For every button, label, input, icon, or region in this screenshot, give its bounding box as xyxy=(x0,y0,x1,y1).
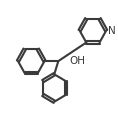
Text: OH: OH xyxy=(69,56,85,66)
Text: N: N xyxy=(108,26,116,36)
